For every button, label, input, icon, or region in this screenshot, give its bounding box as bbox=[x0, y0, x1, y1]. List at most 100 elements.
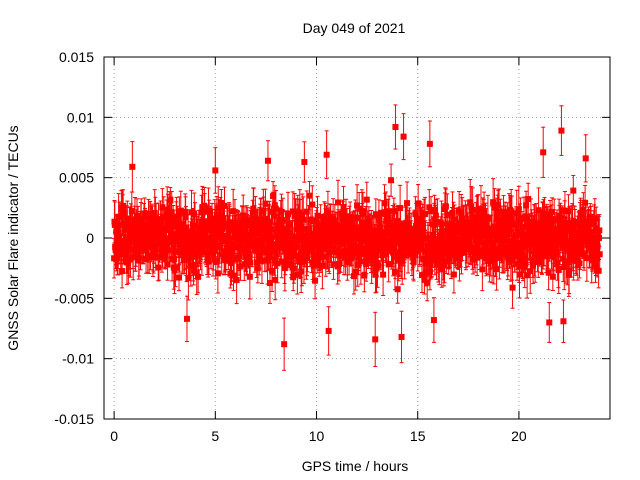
marker bbox=[256, 252, 263, 259]
marker bbox=[170, 241, 177, 248]
marker bbox=[176, 274, 183, 281]
marker bbox=[214, 270, 221, 277]
marker bbox=[295, 221, 302, 228]
marker bbox=[111, 221, 118, 228]
marker bbox=[307, 231, 314, 238]
marker bbox=[394, 286, 401, 293]
marker bbox=[167, 197, 174, 204]
marker bbox=[251, 222, 258, 229]
marker bbox=[148, 237, 155, 244]
marker bbox=[268, 241, 275, 248]
marker bbox=[265, 228, 272, 235]
marker bbox=[114, 255, 121, 262]
marker bbox=[254, 242, 261, 249]
marker bbox=[214, 233, 221, 240]
marker bbox=[151, 210, 158, 217]
marker bbox=[262, 220, 269, 227]
marker bbox=[122, 226, 129, 233]
marker bbox=[246, 233, 253, 240]
marker bbox=[270, 247, 277, 254]
marker bbox=[201, 232, 208, 239]
marker bbox=[307, 216, 314, 223]
marker bbox=[296, 254, 303, 261]
marker bbox=[230, 208, 237, 215]
marker bbox=[298, 268, 305, 275]
marker bbox=[190, 267, 197, 274]
marker bbox=[404, 200, 411, 207]
marker bbox=[195, 273, 202, 280]
marker bbox=[374, 262, 381, 269]
marker bbox=[259, 245, 266, 252]
marker bbox=[319, 262, 326, 269]
marker bbox=[119, 268, 126, 275]
marker bbox=[285, 211, 292, 218]
marker bbox=[431, 206, 438, 213]
marker bbox=[231, 254, 238, 261]
marker bbox=[130, 254, 137, 261]
marker bbox=[114, 227, 121, 234]
marker bbox=[270, 193, 277, 200]
marker bbox=[164, 206, 171, 213]
marker bbox=[347, 245, 354, 252]
marker bbox=[215, 204, 222, 211]
marker bbox=[306, 192, 313, 199]
marker bbox=[342, 254, 349, 261]
marker bbox=[314, 212, 321, 219]
marker bbox=[294, 271, 301, 278]
marker bbox=[256, 221, 263, 228]
marker bbox=[185, 275, 192, 282]
marker bbox=[193, 269, 200, 276]
marker bbox=[388, 177, 395, 184]
marker bbox=[145, 239, 152, 246]
marker bbox=[336, 222, 343, 229]
marker bbox=[269, 208, 276, 215]
marker bbox=[308, 247, 315, 254]
marker bbox=[339, 239, 346, 246]
marker bbox=[180, 229, 187, 236]
marker bbox=[363, 196, 370, 203]
marker bbox=[340, 204, 347, 211]
marker bbox=[212, 258, 219, 265]
marker bbox=[152, 214, 159, 221]
marker bbox=[271, 212, 278, 219]
marker bbox=[346, 251, 353, 258]
marker bbox=[312, 277, 319, 284]
marker bbox=[120, 202, 127, 209]
marker bbox=[349, 253, 356, 260]
marker bbox=[205, 258, 212, 265]
marker bbox=[201, 208, 208, 215]
marker bbox=[277, 240, 284, 247]
marker bbox=[278, 208, 285, 215]
marker bbox=[137, 221, 144, 228]
marker bbox=[317, 221, 324, 228]
marker bbox=[237, 263, 244, 270]
marker bbox=[172, 231, 179, 238]
marker bbox=[272, 276, 279, 283]
marker bbox=[297, 215, 304, 222]
marker bbox=[216, 242, 223, 249]
marker bbox=[187, 238, 194, 245]
marker bbox=[198, 249, 205, 256]
marker bbox=[330, 261, 337, 268]
marker bbox=[123, 250, 130, 257]
marker bbox=[324, 244, 331, 251]
marker bbox=[230, 272, 237, 279]
marker bbox=[168, 209, 175, 216]
marker bbox=[185, 232, 192, 239]
marker bbox=[247, 259, 254, 266]
marker bbox=[260, 236, 267, 243]
marker bbox=[159, 204, 166, 211]
marker bbox=[337, 250, 344, 257]
marker bbox=[172, 264, 179, 271]
marker bbox=[334, 232, 341, 239]
marker bbox=[322, 219, 329, 226]
marker bbox=[177, 208, 184, 215]
marker bbox=[250, 208, 257, 215]
marker bbox=[322, 253, 329, 260]
marker bbox=[191, 222, 198, 229]
marker bbox=[210, 245, 217, 252]
marker bbox=[347, 213, 354, 220]
data-point bbox=[312, 262, 319, 300]
marker bbox=[309, 201, 316, 208]
marker bbox=[234, 256, 241, 263]
